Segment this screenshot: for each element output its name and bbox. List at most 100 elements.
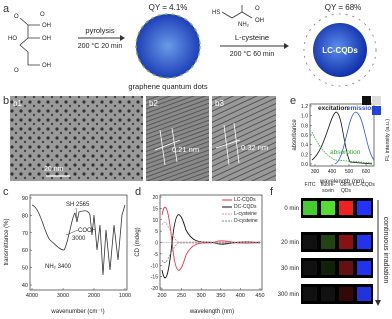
photo-cell: [339, 235, 353, 249]
y-tick-label: -20: [151, 286, 158, 292]
inset-photo: [372, 106, 381, 115]
panel-a: a O OH HO O OH O OH pyrolysis 200 °C 20 …: [3, 3, 377, 91]
atom: O: [255, 6, 260, 12]
spacing-label: 0.21 nm: [172, 145, 199, 154]
plot-frame: [309, 103, 375, 167]
image-label: b1: [13, 99, 22, 108]
axis-label: wavelength (nm): [189, 309, 234, 315]
column-header: LC-CQDs: [353, 182, 375, 188]
image-label: b3: [215, 99, 224, 108]
photo-cell: [339, 287, 353, 301]
atom: HO: [8, 36, 17, 42]
photo-cell: [357, 235, 371, 249]
y-tick-label: -15: [151, 275, 158, 281]
panel-d: d LC-CQDs DC-CQDs L-cysteine D-cysteine …: [135, 186, 263, 315]
step-label: 200 °C 20 min: [78, 42, 123, 50]
y-tick-label: 1.0: [301, 114, 308, 120]
annotation: SH 2565: [66, 202, 90, 208]
row-label: 20 min: [281, 240, 299, 246]
row-label: 300 min: [278, 292, 299, 298]
photo-cell: [303, 261, 317, 275]
panel-label: a: [3, 3, 10, 15]
legend-label: D-cysteine: [234, 218, 258, 224]
spacing-label: 0.32 nm: [241, 143, 268, 152]
d-cysteine-curve: [161, 242, 260, 263]
atom: O: [14, 68, 19, 74]
tem-image: [212, 96, 276, 181]
citric-acid: [19, 17, 40, 66]
y-tick-label: 1.2: [301, 104, 308, 110]
photo-cell: [321, 261, 335, 275]
photo-row-bg: [301, 232, 373, 252]
y-tick-label: 0.8: [301, 123, 308, 129]
column-header: CdTe QDs: [340, 182, 352, 194]
panel-c: c SH 2565 COOH 3000 NH₂ 3400 transmittan…: [3, 186, 128, 315]
atom: OH: [42, 23, 51, 29]
x-tick-label: 1000: [119, 293, 131, 299]
x-tick-label: 600: [362, 169, 371, 175]
arrowhead: [375, 300, 381, 306]
x-tick-label: 4000: [26, 293, 38, 299]
x-tick-label: 2000: [88, 293, 100, 299]
photo-cell: [339, 261, 353, 275]
panel-label: d: [135, 186, 141, 198]
panel-f: f continuous irradiation FITC fluore-scei…: [270, 182, 389, 306]
curve-label: emission: [347, 105, 375, 112]
atom: HS: [212, 10, 220, 16]
y-tick-label: 20: [152, 195, 158, 201]
y-tick-label: -5: [154, 252, 159, 258]
panel-label: b: [3, 95, 9, 107]
inset-photo: [372, 96, 381, 105]
absorption-curve: [311, 131, 373, 164]
scale-label: 20 nm: [44, 166, 64, 173]
photo-cell: [303, 287, 317, 301]
photo-row-bg: [301, 284, 373, 304]
photo-cell: [357, 261, 371, 275]
x-tick-label: 400: [328, 169, 337, 175]
x-tick-label: 250: [177, 293, 186, 299]
photo-row-bg: [301, 258, 373, 278]
lattice-marker: [154, 127, 181, 166]
column-header: fluore-scein: [321, 182, 336, 194]
x-tick-label: 350: [216, 293, 225, 299]
step-label: L-cysteine: [235, 33, 269, 42]
y-tick-label: 60: [22, 248, 28, 254]
arrow-label: continuous irradiation: [382, 217, 389, 284]
legend-label: L-cysteine: [234, 211, 257, 217]
panel-label: c: [3, 186, 9, 198]
inset-photo: [362, 96, 371, 105]
step-label: 200 °C 60 min: [230, 50, 275, 58]
x-tick-label: 300: [197, 293, 206, 299]
y-tick-label: 90: [22, 196, 28, 202]
arrowhead: [120, 35, 125, 41]
y-tick-label: 0.0: [301, 162, 308, 168]
x-tick-label: 500: [345, 169, 354, 175]
y-tick-label: 70: [22, 231, 28, 237]
row-label: 0 min: [284, 206, 299, 212]
excitation-curve: [311, 111, 373, 165]
photo-cell: [357, 201, 371, 215]
y-tick-label: 40: [22, 283, 28, 289]
image-label: b2: [149, 99, 158, 108]
tem-image: [10, 96, 143, 181]
axis-label: transmittance (%): [4, 218, 10, 265]
x-tick-label: 3000: [57, 293, 69, 299]
y-tick-label: 15: [152, 206, 158, 212]
photo-cell: [321, 287, 335, 301]
photo-cell: [303, 201, 317, 215]
arrowhead: [284, 43, 289, 49]
emission-curve: [334, 111, 375, 165]
y-tick-label: 5: [155, 229, 158, 235]
row-label: 30 min: [281, 266, 299, 272]
photo-cell: [321, 235, 335, 249]
y-tick-label: 0.4: [301, 143, 308, 149]
x-tick-label: 450: [255, 293, 264, 299]
ftir-curve: [31, 204, 126, 276]
product-label: LC-CQDs: [322, 46, 358, 55]
x-tick-label: 300: [311, 169, 320, 175]
surface-groups: [303, 13, 377, 87]
annotation: 3000: [72, 236, 86, 242]
curve-label: excitation: [318, 105, 348, 112]
legend-label: DC-CQDs: [234, 204, 257, 210]
